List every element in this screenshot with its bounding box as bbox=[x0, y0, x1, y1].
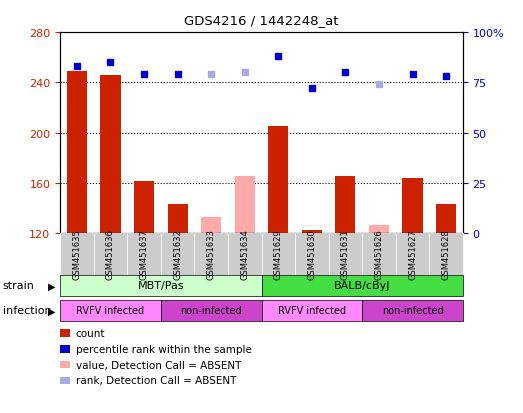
Text: GSM451628: GSM451628 bbox=[441, 229, 451, 280]
Bar bbox=[369, 226, 389, 233]
Bar bbox=[235, 177, 255, 233]
Bar bbox=[134, 182, 154, 233]
Text: GSM451635: GSM451635 bbox=[72, 229, 82, 280]
Text: value, Detection Call = ABSENT: value, Detection Call = ABSENT bbox=[76, 360, 241, 370]
Text: GSM451629: GSM451629 bbox=[274, 229, 283, 280]
Text: RVFV infected: RVFV infected bbox=[76, 306, 144, 316]
Text: strain: strain bbox=[3, 281, 35, 291]
Text: MBT/Pas: MBT/Pas bbox=[138, 281, 184, 291]
Text: ▶: ▶ bbox=[48, 281, 55, 291]
Bar bbox=[67, 72, 87, 233]
Text: rank, Detection Call = ABSENT: rank, Detection Call = ABSENT bbox=[76, 375, 236, 385]
Bar bbox=[335, 177, 356, 233]
Text: RVFV infected: RVFV infected bbox=[278, 306, 346, 316]
Text: percentile rank within the sample: percentile rank within the sample bbox=[76, 344, 252, 354]
Text: count: count bbox=[76, 328, 105, 338]
Text: GSM451632: GSM451632 bbox=[173, 229, 182, 280]
Bar bbox=[268, 127, 288, 233]
Text: BALB/cByJ: BALB/cByJ bbox=[334, 281, 391, 291]
Text: GSM451633: GSM451633 bbox=[207, 229, 215, 280]
Text: GSM451626: GSM451626 bbox=[374, 229, 383, 280]
Bar bbox=[201, 217, 221, 233]
Bar bbox=[302, 231, 322, 233]
Text: GSM451634: GSM451634 bbox=[240, 229, 249, 280]
Text: infection: infection bbox=[3, 306, 51, 316]
Text: non-infected: non-infected bbox=[382, 306, 444, 316]
Text: GSM451627: GSM451627 bbox=[408, 229, 417, 280]
Text: GSM451637: GSM451637 bbox=[140, 229, 149, 280]
Text: non-infected: non-infected bbox=[180, 306, 242, 316]
Text: ▶: ▶ bbox=[48, 306, 55, 316]
Text: GSM451630: GSM451630 bbox=[308, 229, 316, 280]
Text: GDS4216 / 1442248_at: GDS4216 / 1442248_at bbox=[184, 14, 339, 27]
Bar bbox=[436, 204, 456, 233]
Bar bbox=[100, 76, 121, 233]
Bar bbox=[167, 204, 188, 233]
Bar bbox=[403, 178, 423, 233]
Text: GSM451636: GSM451636 bbox=[106, 229, 115, 280]
Text: GSM451631: GSM451631 bbox=[341, 229, 350, 280]
